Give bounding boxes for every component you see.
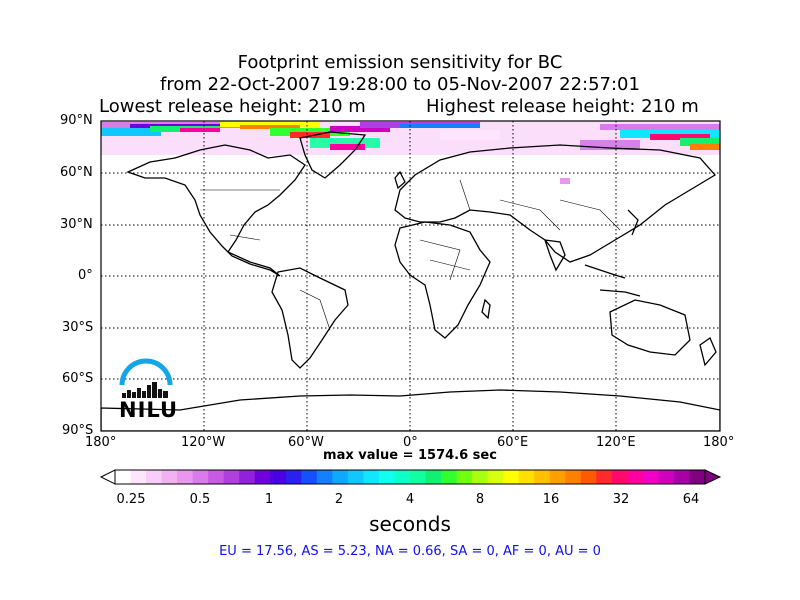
colorbar-segment <box>549 470 566 484</box>
colorbar-segment <box>146 470 163 484</box>
colorbar-segment <box>673 470 690 484</box>
colorbar-tick: 0.25 <box>116 492 146 507</box>
plot-title-line2: from 22-Oct-2007 19:28:00 to 05-Nov-2007… <box>160 74 640 95</box>
region-totals: EU = 17.56, AS = 5.23, NA = 0.66, SA = 0… <box>219 544 601 559</box>
colorbar-segment <box>394 470 411 484</box>
lowest-release-height: Lowest release height: 210 m <box>99 96 366 117</box>
colorbar-segment <box>627 470 644 484</box>
colorbar-segment <box>223 470 240 484</box>
colorbar-segment <box>503 470 520 484</box>
lat-label-30n: 30°N <box>60 217 93 232</box>
colorbar-segment <box>425 470 442 484</box>
colorbar-segment <box>472 470 489 484</box>
highest-release-height: Highest release height: 210 m <box>426 96 699 117</box>
colorbar-segment <box>410 470 427 484</box>
lat-label-60n: 60°N <box>60 165 93 180</box>
colorbar-max-arrow <box>704 469 722 485</box>
lon-label-180e: 180° <box>703 435 735 450</box>
colorbar-tick: 16 <box>542 492 560 507</box>
colorbar-segment <box>270 470 287 484</box>
colorbar-segment <box>285 470 302 484</box>
country-borders <box>200 179 621 331</box>
colorbar-segment <box>642 470 659 484</box>
lon-label-60e: 60°E <box>497 435 529 450</box>
colorbar-segment <box>580 470 597 484</box>
lon-label-120e: 120°E <box>596 435 636 450</box>
colorbar-tick: 4 <box>405 492 415 507</box>
lat-label-60s: 60°S <box>62 371 94 386</box>
colorbar-tick: 8 <box>475 492 485 507</box>
colorbar-segment <box>658 470 675 484</box>
lat-label-0: 0° <box>78 268 93 283</box>
colorbar-segment <box>347 470 364 484</box>
colorbar-tick: 32 <box>612 492 630 507</box>
coastlines <box>101 131 720 431</box>
colorbar-segment <box>441 470 458 484</box>
lon-label-0: 0° <box>403 435 418 450</box>
nilu-logo <box>119 358 173 398</box>
colorbar-segment <box>378 470 395 484</box>
max-value-label: max value = 1574.6 sec <box>323 448 497 463</box>
lon-label-180w: 180° <box>85 435 117 450</box>
colorbar-segment <box>208 470 225 484</box>
colorbar-tick: 1 <box>264 492 274 507</box>
map-frame <box>100 120 721 432</box>
colorbar-tick: 64 <box>682 492 700 507</box>
lat-label-90s: 90°S <box>62 423 94 438</box>
lon-label-120w: 120°W <box>181 435 226 450</box>
colorbar-segment <box>596 470 613 484</box>
colorbar-tick: 0.5 <box>189 492 211 507</box>
colorbar-frame <box>114 469 706 485</box>
colorbar-segment <box>177 470 194 484</box>
plot-title-line1: Footprint emission sensitivity for BC <box>237 52 563 73</box>
colorbar-segment <box>363 470 380 484</box>
colorbar-segment <box>689 470 706 484</box>
gridlines <box>101 121 720 431</box>
colorbar-min-arrow <box>99 469 116 485</box>
colorbar-segment <box>518 470 535 484</box>
lon-label-60w: 60°W <box>288 435 324 450</box>
lat-label-90n: 90°N <box>60 113 93 128</box>
colorbar-segment <box>611 470 628 484</box>
colorbar-segment <box>254 470 271 484</box>
colorbar-tick: 2 <box>334 492 344 507</box>
colorbar-label: seconds <box>369 512 451 536</box>
lat-label-30s: 30°S <box>62 320 94 335</box>
colorbar-segment <box>115 470 132 484</box>
colorbar-segment <box>487 470 504 484</box>
colorbar-segment <box>456 470 473 484</box>
colorbar-segment <box>565 470 582 484</box>
colorbar-segment <box>161 470 178 484</box>
colorbar-segment <box>130 470 147 484</box>
colorbar-segment <box>239 470 256 484</box>
colorbar <box>99 469 722 485</box>
colorbar-segment <box>316 470 333 484</box>
colorbar-segment <box>332 470 349 484</box>
colorbar-segment <box>534 470 551 484</box>
colorbar-segment <box>192 470 209 484</box>
colorbar-segment <box>301 470 318 484</box>
nilu-logo-text: NILU <box>119 398 179 422</box>
